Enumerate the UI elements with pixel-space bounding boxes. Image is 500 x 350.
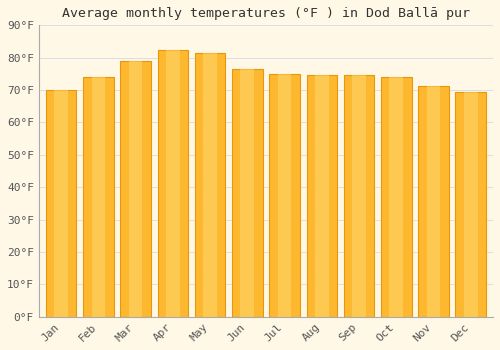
Bar bbox=[390, 77, 403, 317]
Bar bbox=[83, 77, 114, 317]
Bar bbox=[344, 76, 374, 317]
Bar bbox=[381, 77, 412, 317]
Bar bbox=[54, 90, 68, 317]
Bar bbox=[46, 90, 76, 317]
Bar bbox=[278, 74, 291, 317]
Bar bbox=[306, 76, 337, 317]
Bar bbox=[270, 74, 300, 317]
Bar bbox=[195, 54, 226, 317]
Bar bbox=[166, 50, 179, 317]
Bar bbox=[240, 69, 254, 317]
Bar bbox=[456, 92, 486, 317]
Bar bbox=[203, 54, 217, 317]
Bar bbox=[128, 61, 142, 317]
Title: Average monthly temperatures (°F ) in Dod Ballā pur: Average monthly temperatures (°F ) in Do… bbox=[62, 7, 470, 20]
Bar bbox=[352, 76, 366, 317]
Bar bbox=[158, 50, 188, 317]
Bar bbox=[92, 77, 105, 317]
Bar bbox=[426, 86, 440, 317]
Bar bbox=[120, 61, 151, 317]
Bar bbox=[315, 76, 328, 317]
Bar bbox=[232, 69, 262, 317]
Bar bbox=[418, 86, 448, 317]
Bar bbox=[464, 92, 477, 317]
